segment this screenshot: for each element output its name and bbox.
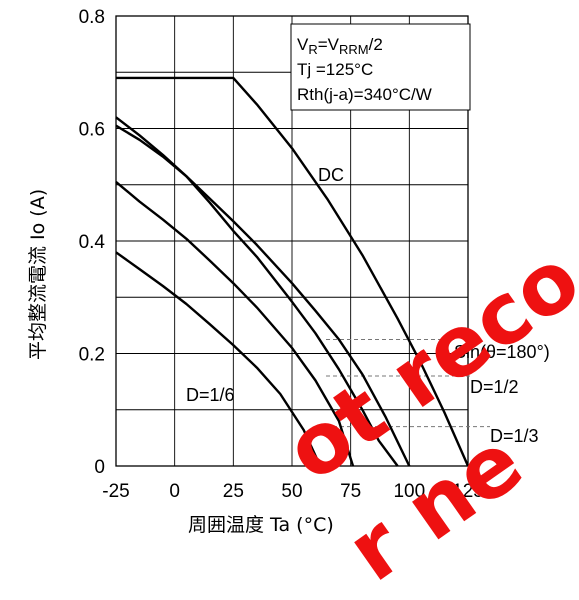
series-line-2 [115,124,399,467]
vr-tail: /2 [369,35,383,54]
vr-eq: =V [318,35,340,54]
x-tick-6: 125 [452,481,484,502]
y-axis-title: 平均整流電流 Io (A) [27,189,49,360]
x-tick-4: 75 [340,481,361,502]
y-tick-labels: 0 0.2 0.4 0.6 0.8 [79,7,106,478]
vr-sub: R [308,42,317,57]
x-tick-0: -25 [102,481,129,502]
conditions-box [290,23,471,111]
series-line-4 [115,251,322,467]
x-tick-5: 100 [393,481,425,502]
label-d-third: D=1/3 [490,426,539,446]
condition-tj: Tj =125°C [297,60,373,79]
y-tick-0: 0 [94,457,105,478]
y-tick-3: 0.6 [79,120,105,141]
label-d-half: D=1/2 [470,377,519,397]
series-line-0 [116,76,470,467]
y-tick-2: 0.4 [79,232,106,253]
label-sin180: Sin(θ=180°) [454,342,550,362]
label-d-sixth: D=1/6 [186,385,235,405]
condition-rth: Rth(j-a)=340°C/W [297,85,432,104]
x-tick-1: 0 [169,481,180,502]
series-line-1 [115,116,411,467]
plot-frame [115,15,469,467]
vr-main: V [297,35,309,54]
x-axis-title: 周囲温度 Ta (°C) [188,514,334,536]
y-tick-4: 0.8 [79,7,105,28]
label-dc: DC [318,165,344,185]
x-tick-3: 50 [281,481,302,502]
vrrm-sub: RRM [339,42,369,57]
x-tick-2: 25 [223,481,244,502]
series-line-3 [115,180,355,467]
derating-chart: -25 0 25 50 75 100 125 0 0.2 0.4 0.6 0.8 VR=VRRM/2… [27,7,550,536]
condition-vr: VR=VRRM/2 [297,35,383,57]
x-tick-labels: -25 0 25 50 75 100 125 [102,481,484,502]
curves [115,76,470,467]
dashed-reference-lines [326,338,490,428]
y-tick-1: 0.2 [79,345,105,366]
